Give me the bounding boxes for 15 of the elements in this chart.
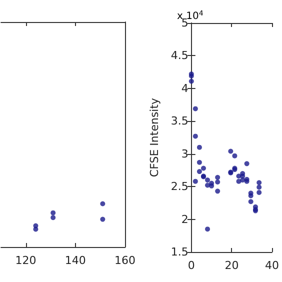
y-axis-title: CFSE Intensity: [148, 97, 161, 178]
x-tick-label: 40: [265, 259, 279, 272]
y-tick-label: 5: [181, 16, 188, 30]
y-tick-label: 4.5: [170, 49, 188, 62]
x-tick-label: 0: [188, 259, 195, 272]
x-tick-label: 120: [15, 254, 36, 267]
y-tick-label: 3: [181, 147, 188, 160]
y-tick-label: 2: [181, 212, 188, 226]
x-tick-label: 20: [224, 259, 239, 272]
x-tick-label: 140: [64, 254, 86, 267]
x-tick-label: 160: [114, 254, 136, 267]
y-tick-label: 4: [181, 82, 188, 95]
y-tick-label: 1.5: [170, 246, 188, 258]
y-tick-label: 3.5: [170, 114, 188, 128]
y-tick-label: 2.5: [170, 180, 188, 194]
